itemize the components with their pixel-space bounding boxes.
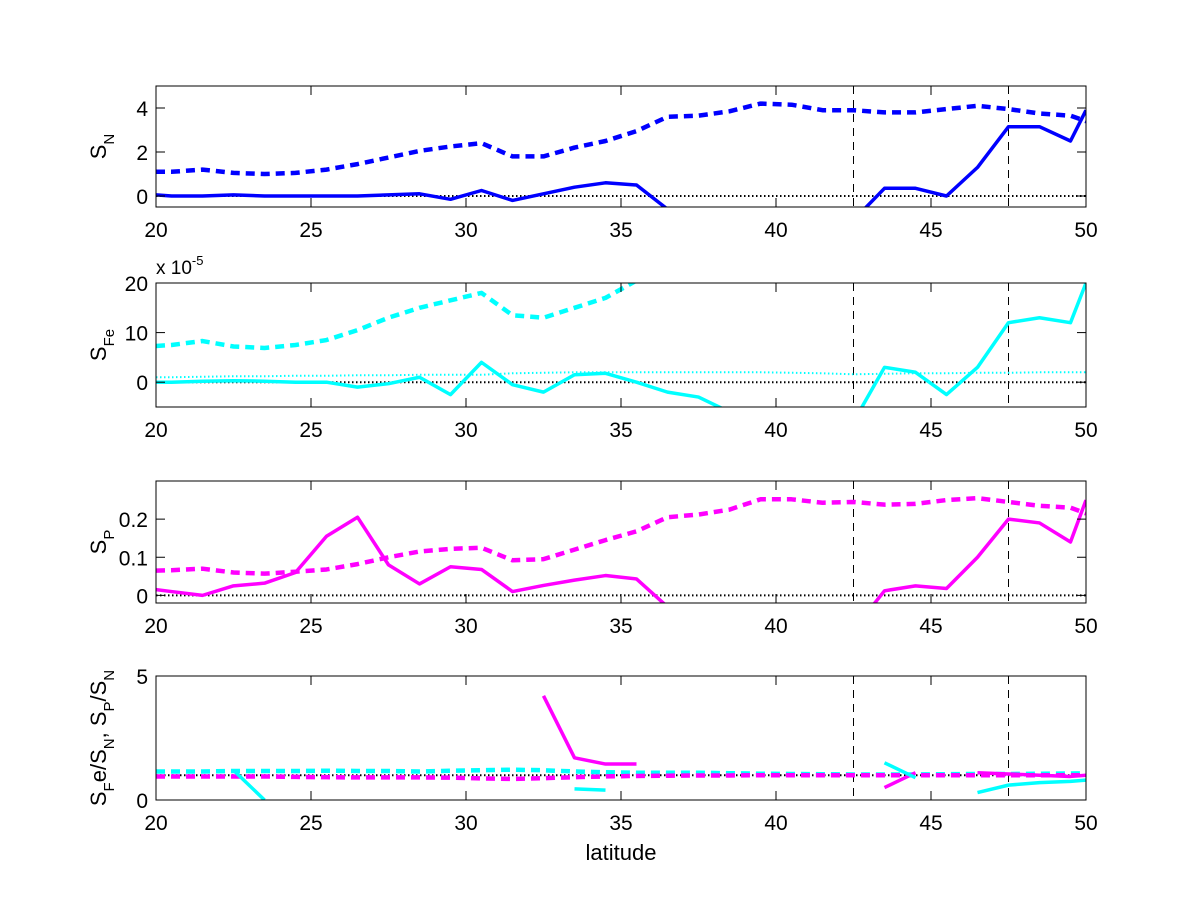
axes-box bbox=[155, 85, 1087, 208]
y-tick-label: 0 bbox=[136, 790, 148, 813]
plot-area bbox=[156, 481, 1086, 603]
y-tick-label: 5 bbox=[136, 666, 148, 689]
series-fe-solid-line bbox=[883, 761, 917, 780]
y-axis-label: SP bbox=[86, 530, 118, 555]
y-axis-label: SFe bbox=[86, 329, 118, 361]
y-label-text: S bbox=[86, 540, 111, 555]
y-label-text: e/S bbox=[86, 749, 111, 782]
subplot-1: 20 25 30 35 40 45 50 0 2 4 SN bbox=[86, 85, 1098, 242]
series-dashed-line bbox=[156, 495, 1086, 576]
exponent-power: -5 bbox=[192, 253, 204, 268]
x-tick-label: 30 bbox=[454, 812, 477, 835]
x-tick-label: 50 bbox=[1074, 419, 1097, 442]
y-label-text: S bbox=[86, 346, 111, 361]
y-label-text: S bbox=[86, 791, 111, 806]
y-label-text: S bbox=[86, 145, 111, 160]
series-fe-solid-line bbox=[232, 768, 266, 800]
y-tick-label: 20 bbox=[125, 273, 148, 296]
y-tick-label: 10 bbox=[125, 323, 148, 346]
x-tick-label: 30 bbox=[454, 419, 477, 442]
x-tick-label: 40 bbox=[764, 419, 787, 442]
x-tick-label: 45 bbox=[919, 812, 942, 835]
x-tick-label: 25 bbox=[299, 615, 322, 638]
x-tick-label: 35 bbox=[609, 615, 632, 638]
plot-area bbox=[156, 86, 1086, 207]
series-p-solid-line bbox=[420, 671, 422, 675]
series-solid-line bbox=[156, 515, 666, 603]
x-tick-label: 50 bbox=[1074, 615, 1097, 638]
series-p-dashed-line bbox=[156, 772, 1086, 782]
x-tick-label: 50 bbox=[1074, 812, 1097, 835]
y-label-subscript: F bbox=[101, 782, 118, 791]
x-tick-label: 35 bbox=[609, 219, 632, 242]
x-tick-label: 40 bbox=[764, 615, 787, 638]
y-label-subscript: Fe bbox=[101, 329, 118, 347]
x-tick-label: 50 bbox=[1074, 219, 1097, 242]
y-label-subscript: P bbox=[101, 701, 118, 711]
series-p-solid-line bbox=[541, 695, 637, 766]
y-tick-label: 0 bbox=[136, 372, 148, 395]
y-axis-label: SN bbox=[86, 134, 118, 160]
series-solid-line bbox=[863, 109, 1086, 207]
y-label-subscript: N bbox=[101, 134, 118, 145]
y-tick-label: 4 bbox=[136, 98, 148, 121]
y-tick-label: 0 bbox=[136, 585, 148, 608]
x-tick-label: 30 bbox=[454, 615, 477, 638]
y-tick-label: 0 bbox=[136, 186, 148, 209]
series-solid-line bbox=[872, 499, 1086, 603]
series-solid-line bbox=[156, 360, 724, 407]
y-label-subscript: N bbox=[101, 670, 118, 681]
x-tick-label: 35 bbox=[609, 419, 632, 442]
series-solid-line bbox=[156, 181, 668, 207]
axes-box bbox=[155, 675, 1087, 801]
plot-area bbox=[156, 671, 1086, 800]
y-tick-label: 2 bbox=[136, 142, 148, 165]
exponent-base: x 10 bbox=[156, 258, 192, 279]
y-axis-exponent: x 10-5 bbox=[156, 253, 203, 279]
series-fe-solid-line bbox=[977, 778, 1086, 795]
subplot-2: 20 25 30 35 40 45 50 0 10 20 SFe x 10-5 bbox=[86, 253, 1098, 442]
x-tick-label: 30 bbox=[454, 219, 477, 242]
x-tick-label: 35 bbox=[609, 812, 632, 835]
x-tick-label: 20 bbox=[144, 419, 167, 442]
y-axis-label: SFe/SN, SP/SN bbox=[86, 670, 118, 806]
x-tick-label: 20 bbox=[144, 219, 167, 242]
series-dotted-line bbox=[156, 371, 1086, 379]
series-dashed-line bbox=[156, 283, 637, 351]
x-tick-label: 25 bbox=[299, 219, 322, 242]
x-tick-label: 45 bbox=[919, 615, 942, 638]
series-fe-solid-line bbox=[574, 787, 606, 792]
x-tick-label: 40 bbox=[764, 219, 787, 242]
series-fe-dashed-line bbox=[156, 767, 1086, 777]
y-label-text: , S bbox=[86, 712, 111, 739]
plot-area bbox=[156, 283, 1086, 407]
x-tick-label: 45 bbox=[919, 219, 942, 242]
x-axis-label: latitude bbox=[586, 840, 657, 865]
x-tick-label: 20 bbox=[144, 615, 167, 638]
x-tick-label: 20 bbox=[144, 812, 167, 835]
x-tick-label: 45 bbox=[919, 419, 942, 442]
x-tick-label: 40 bbox=[764, 812, 787, 835]
y-tick-label: 0.2 bbox=[119, 509, 148, 532]
series-p-solid-line bbox=[977, 770, 1086, 779]
y-label-subscript: P bbox=[101, 530, 118, 540]
y-label-subscript: N bbox=[101, 738, 118, 749]
y-tick-label: 0.1 bbox=[119, 547, 148, 570]
series-dashed-line bbox=[156, 101, 1086, 177]
x-tick-label: 25 bbox=[299, 812, 322, 835]
series-solid-line bbox=[859, 283, 1086, 407]
axes-box bbox=[155, 480, 1087, 604]
x-tick-label: 25 bbox=[299, 419, 322, 442]
y-label-text: /S bbox=[86, 681, 111, 702]
